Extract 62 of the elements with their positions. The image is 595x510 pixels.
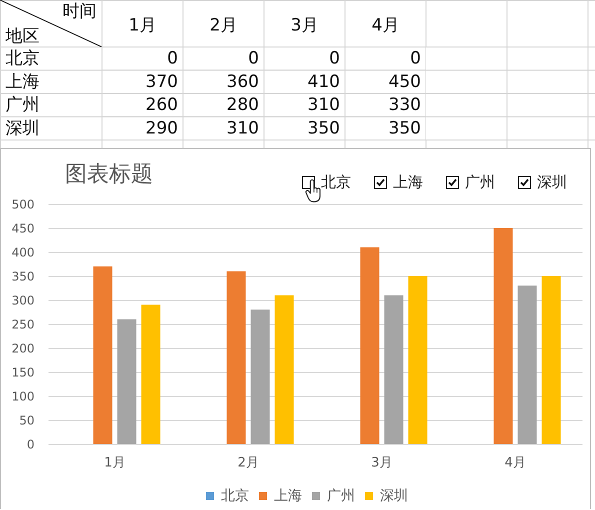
bar: [518, 286, 537, 444]
x-tick-label: 4月: [504, 456, 526, 470]
bar: [226, 271, 246, 444]
y-tick-label: 450: [12, 222, 34, 236]
chart-title: 图表标题: [65, 162, 153, 187]
data-label: 290: [146, 118, 178, 138]
data-label: 450: [388, 72, 421, 92]
legend-label: 上海: [274, 488, 302, 504]
data-label: 260: [146, 95, 178, 116]
y-tick-label: 350: [12, 270, 34, 284]
y-tick-label: 北京: [6, 48, 40, 69]
data-label: 370: [146, 72, 178, 92]
data-label: 410: [308, 72, 340, 92]
text: 深圳: [537, 173, 567, 191]
bar: [384, 295, 404, 444]
legend-label: 广州: [327, 488, 355, 504]
data-label: 360: [226, 72, 259, 92]
data-label: 0: [410, 48, 421, 69]
y-tick-label: 200: [12, 342, 34, 356]
text: 上海: [393, 173, 423, 191]
x-tick-label: 4月: [372, 16, 400, 36]
bar: [250, 310, 270, 444]
y-tick-label: 500: [12, 198, 34, 212]
bar: [274, 295, 294, 444]
bar: [360, 247, 380, 444]
y-tick-label: 250: [12, 318, 34, 332]
x-tick-label: 3月: [290, 16, 318, 36]
data-label: 280: [226, 95, 259, 116]
data-label: 350: [308, 118, 340, 138]
legend-label: 北京: [221, 488, 249, 504]
y-tick-label: 400: [12, 246, 34, 260]
y-tick-label: 0: [26, 438, 34, 452]
data-label: 0: [167, 48, 178, 69]
x-tick-label: 1月: [104, 456, 126, 470]
x-axis-title: 时间: [62, 2, 96, 22]
text: 广州: [465, 173, 495, 191]
y-tick-label: 100: [12, 390, 34, 404]
data-label: 0: [329, 48, 340, 69]
y-tick-label: 广州: [6, 95, 40, 116]
x-tick-label: 1月: [128, 16, 156, 36]
bar: [93, 266, 112, 444]
bar: [542, 276, 561, 444]
bar: [141, 304, 160, 444]
data-label: 330: [388, 95, 421, 116]
data-label: 0: [248, 48, 259, 69]
data-label: 310: [308, 95, 340, 116]
y-axis-title: 地区: [4, 26, 40, 46]
bar: [117, 319, 136, 444]
x-tick-label: 3月: [371, 456, 392, 470]
text: 北京: [321, 173, 351, 191]
bar: [408, 276, 428, 444]
y-tick-label: 150: [12, 366, 34, 380]
legend-label: 深圳: [380, 488, 408, 504]
x-tick-label: 2月: [210, 16, 238, 36]
data-label: 350: [388, 118, 421, 138]
y-tick-label: 上海: [6, 72, 40, 92]
data-label: 310: [226, 118, 259, 138]
y-tick-label: 300: [12, 294, 34, 308]
y-tick-label: 深圳: [6, 118, 40, 138]
x-tick-label: 2月: [238, 456, 259, 470]
bar: [494, 228, 513, 444]
y-tick-label: 50: [19, 414, 34, 428]
